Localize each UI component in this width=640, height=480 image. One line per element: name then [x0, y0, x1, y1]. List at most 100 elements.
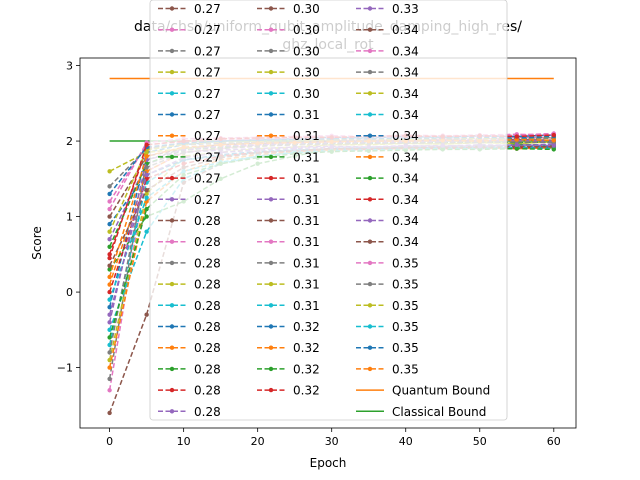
- legend-entry: 0.27: [158, 129, 221, 143]
- x-tick-label: 50: [473, 435, 487, 448]
- svg-text:0.27: 0.27: [194, 129, 221, 143]
- legend-entry: 0.34: [356, 108, 419, 122]
- data-point: [107, 297, 112, 302]
- legend-entry: 0.28: [158, 384, 221, 398]
- svg-text:0.34: 0.34: [392, 235, 419, 249]
- svg-text:0.35: 0.35: [392, 341, 419, 355]
- legend-entry: 0.31: [257, 256, 320, 270]
- svg-text:0.31: 0.31: [293, 108, 320, 122]
- svg-text:0.31: 0.31: [293, 256, 320, 270]
- svg-text:Classical Bound: Classical Bound: [392, 405, 486, 419]
- legend-entry: 0.35: [356, 256, 419, 270]
- x-tick-label: 10: [177, 435, 191, 448]
- x-tick-label: 20: [251, 435, 265, 448]
- svg-text:0.28: 0.28: [194, 405, 221, 419]
- svg-text:0.34: 0.34: [392, 44, 419, 58]
- legend-entry: 0.32: [257, 362, 320, 376]
- data-point: [107, 350, 112, 355]
- data-point: [107, 206, 112, 212]
- data-point: [107, 376, 112, 382]
- legend-entry: 0.31: [257, 278, 320, 292]
- legend-entry: 0.28: [158, 235, 221, 249]
- legend-entry: 0.30: [257, 44, 320, 58]
- legend-entry: 0.27: [158, 2, 221, 16]
- svg-text:0.28: 0.28: [194, 278, 221, 292]
- data-point: [107, 267, 112, 272]
- svg-text:0.34: 0.34: [392, 66, 419, 80]
- y-tick-label: 1: [66, 211, 73, 224]
- legend-entry: 0.30: [257, 87, 320, 101]
- svg-text:0.34: 0.34: [392, 129, 419, 143]
- svg-text:0.34: 0.34: [392, 214, 419, 228]
- data-point: [107, 184, 112, 189]
- svg-text:0.27: 0.27: [194, 44, 221, 58]
- svg-text:0.32: 0.32: [293, 384, 320, 398]
- svg-text:0.28: 0.28: [194, 341, 221, 355]
- x-tick-label: 0: [106, 435, 113, 448]
- legend-entry: 0.32: [257, 384, 320, 398]
- legend-entry: 0.35: [356, 362, 419, 376]
- svg-text:0.27: 0.27: [194, 108, 221, 122]
- svg-text:0.30: 0.30: [293, 23, 320, 37]
- data-point: [551, 132, 556, 138]
- legend-entry: 0.27: [158, 193, 221, 207]
- legend-entry: 0.35: [356, 320, 419, 334]
- svg-text:0.28: 0.28: [194, 256, 221, 270]
- svg-text:0.32: 0.32: [293, 320, 320, 334]
- data-point: [107, 244, 112, 249]
- legend-entry: 0.28: [158, 362, 221, 376]
- legend-entry: 0.28: [158, 320, 221, 334]
- svg-text:0.27: 0.27: [194, 193, 221, 207]
- legend-entry: 0.30: [257, 66, 320, 80]
- svg-text:0.27: 0.27: [194, 172, 221, 186]
- legend-entry: 0.34: [356, 235, 419, 249]
- legend-entry: 0.28: [158, 341, 221, 355]
- legend-entry: 0.35: [356, 278, 419, 292]
- legend-entry: 0.31: [257, 235, 320, 249]
- legend-entry: 0.35: [356, 341, 419, 355]
- svg-text:0.31: 0.31: [293, 193, 320, 207]
- data-point: [144, 172, 149, 178]
- svg-text:0.33: 0.33: [392, 2, 419, 16]
- data-point: [107, 282, 112, 287]
- svg-text:0.28: 0.28: [194, 320, 221, 334]
- data-point: [144, 312, 149, 317]
- legend-entry: 0.34: [356, 66, 419, 80]
- legend-entry: 0.34: [356, 193, 419, 207]
- svg-text:Quantum Bound: Quantum Bound: [392, 384, 490, 398]
- data-point: [144, 206, 149, 212]
- y-axis-label: Score: [30, 226, 44, 260]
- legend-entry: 0.31: [257, 172, 320, 186]
- svg-text:0.35: 0.35: [392, 256, 419, 270]
- svg-text:0.34: 0.34: [392, 87, 419, 101]
- legend-entry: 0.34: [356, 23, 419, 37]
- svg-text:0.34: 0.34: [392, 193, 419, 207]
- svg-text:0.28: 0.28: [194, 214, 221, 228]
- legend-entry: 0.32: [257, 341, 320, 355]
- legend-entry: 0.31: [257, 214, 320, 228]
- legend-entry: 0.27: [158, 150, 221, 164]
- svg-text:0.30: 0.30: [293, 87, 320, 101]
- data-point: [107, 169, 112, 174]
- data-point: [551, 143, 556, 148]
- svg-text:0.27: 0.27: [194, 23, 221, 37]
- legend-entry: 0.31: [257, 193, 320, 207]
- data-point: [107, 214, 112, 219]
- legend-entry: 0.34: [356, 44, 419, 58]
- data-point: [551, 138, 556, 143]
- svg-text:0.27: 0.27: [194, 66, 221, 80]
- legend-entry: 0.34: [356, 87, 419, 101]
- legend-entry: 0.27: [158, 44, 221, 58]
- svg-text:0.34: 0.34: [392, 108, 419, 122]
- svg-text:0.32: 0.32: [293, 341, 320, 355]
- svg-text:0.27: 0.27: [194, 2, 221, 16]
- data-point: [107, 237, 112, 242]
- data-point: [514, 137, 519, 142]
- svg-text:0.30: 0.30: [293, 44, 320, 58]
- legend-entry: 0.34: [356, 172, 419, 186]
- x-tick-label: 30: [325, 435, 339, 448]
- data-point: [107, 304, 112, 310]
- svg-text:0.34: 0.34: [392, 150, 419, 164]
- legend-entry: 0.33: [356, 2, 419, 16]
- legend-box: [149, 0, 508, 421]
